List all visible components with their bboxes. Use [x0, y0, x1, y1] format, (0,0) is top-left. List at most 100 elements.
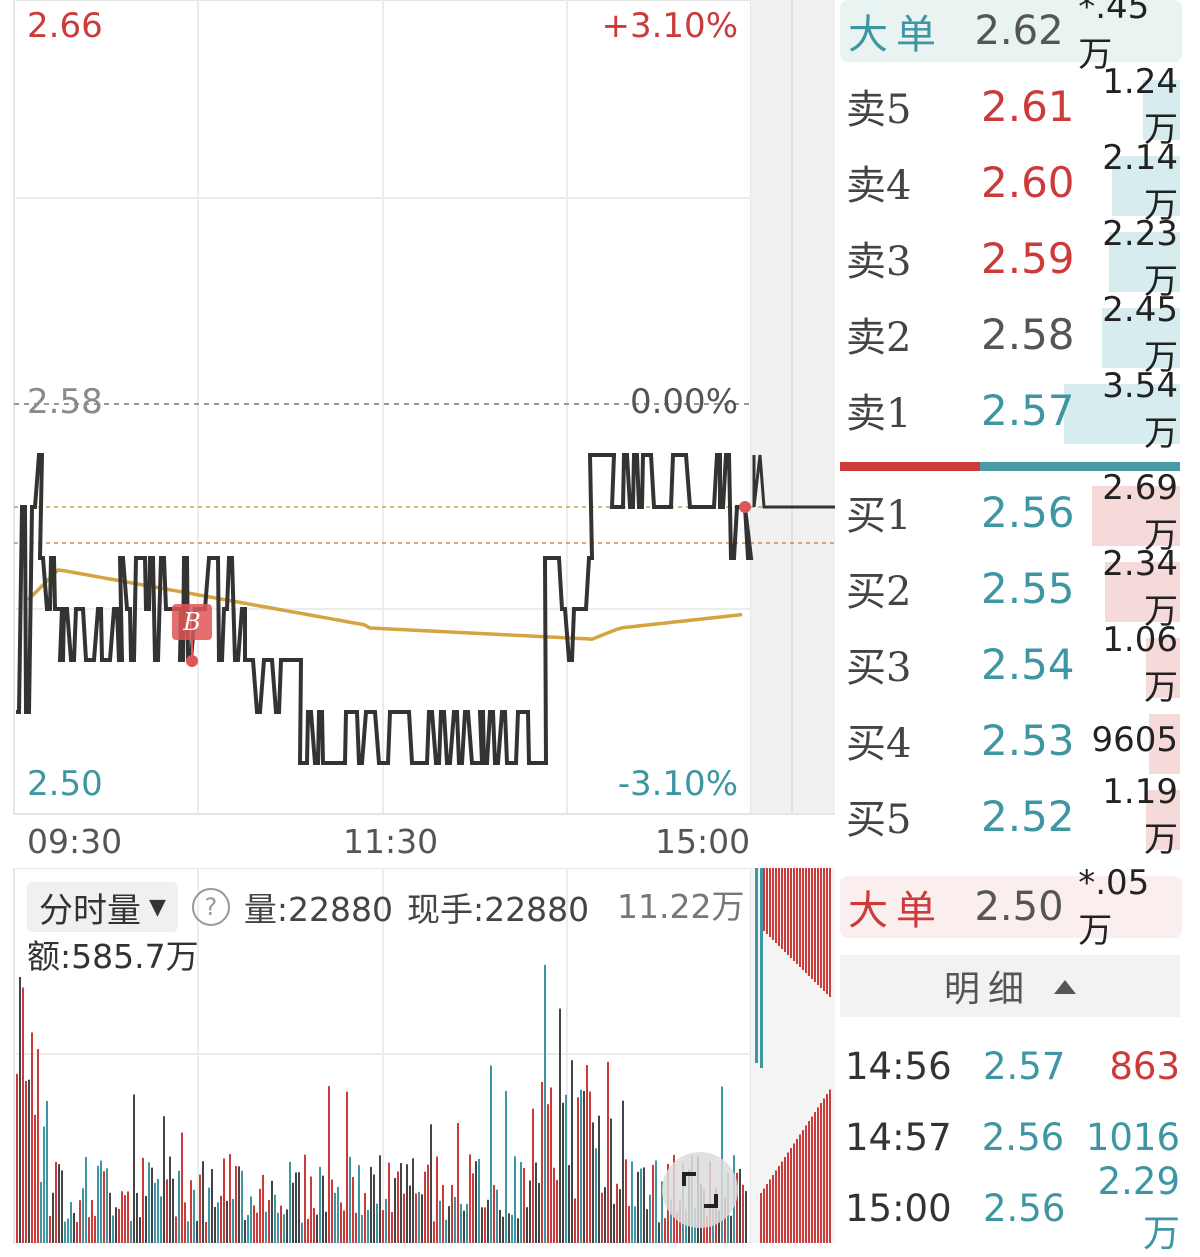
tick-volume: 2.29万 [1097, 1159, 1180, 1255]
ask-volume: 1.24万 [1102, 61, 1178, 150]
big-sell-order[interactable]: 大单 2.62 *.45万 [840, 0, 1182, 75]
ask-row-2[interactable]: 卖4 2.60 2.14万 [840, 138, 1180, 226]
bid-row-2[interactable]: 买2 2.55 2.34万 [840, 544, 1180, 632]
big-sell-price: 2.62 [974, 8, 1064, 54]
tick-time: 15:00 [845, 1186, 952, 1230]
bid-price: 2.52 [981, 791, 1075, 841]
bid-volume-bar [1149, 714, 1180, 774]
ask-volume-bar [1143, 80, 1180, 140]
volume-max-label: 11.22万 [617, 887, 745, 926]
ask-volume: 3.54万 [1102, 365, 1178, 454]
ask-volume-bar [1112, 156, 1180, 216]
bid-volume: 2.34万 [1102, 543, 1178, 632]
help-icon[interactable]: ? [191, 888, 230, 926]
bid-volume-bar [1092, 486, 1180, 546]
ask-row-5[interactable]: 卖1 2.57 3.54万 [840, 366, 1180, 454]
ask-volume: 2.45万 [1102, 289, 1178, 378]
tick-time: 14:57 [845, 1115, 952, 1159]
trade-marker-label: B [182, 608, 201, 636]
fullscreen-icon [682, 1172, 718, 1208]
ask-label: 卖1 [846, 391, 912, 437]
pct-high-label: +3.10% [601, 6, 739, 46]
tick-volume: 863 [1109, 1044, 1180, 1088]
ref-price-label: 2.58 [27, 382, 103, 422]
bid-price: 2.53 [981, 715, 1075, 765]
bid-volume: 1.06万 [1102, 619, 1178, 708]
split-bar-buy [980, 462, 1180, 471]
trade-marker-b[interactable]: B [172, 604, 212, 667]
price-line [16, 453, 754, 765]
tick-row[interactable]: 14:56 2.57 863 [845, 1036, 1180, 1096]
big-buy-price: 2.50 [974, 884, 1064, 930]
tick-row[interactable]: 14:57 2.56 1016 [845, 1107, 1180, 1167]
ask-price: 2.58 [981, 309, 1075, 359]
tick-price: 2.56 [983, 1186, 1066, 1230]
volume-chart[interactable] [0, 868, 835, 1243]
bid-label: 买4 [846, 721, 912, 767]
bid-row-1[interactable]: 买1 2.56 2.69万 [840, 468, 1180, 556]
ask-price: 2.61 [981, 81, 1075, 131]
ask-label: 卖5 [846, 87, 912, 133]
amount-text: 额:585.7万 [27, 937, 199, 976]
ask-volume: 2.14万 [1102, 137, 1178, 226]
price-low-label: 2.50 [27, 764, 103, 804]
ask-row-3[interactable]: 卖3 2.59 2.23万 [840, 214, 1180, 302]
bid-price: 2.55 [981, 563, 1075, 613]
big-buy-order[interactable]: 大单 2.50 *.05万 [840, 863, 1182, 951]
volume-type-dropdown[interactable]: 分时量 ▼ [27, 882, 178, 932]
ask-volume-bar [1064, 384, 1180, 444]
big-sell-volume: *.45万 [1078, 0, 1150, 75]
split-bar-sell [840, 462, 980, 471]
bid-price: 2.54 [981, 639, 1075, 689]
bid-volume: 9605 [1091, 720, 1178, 760]
price-grid [13, 0, 835, 815]
tick-volume: 1016 [1085, 1115, 1180, 1159]
details-title: 明细 [943, 969, 1032, 1010]
bid-volume: 2.69万 [1102, 467, 1178, 556]
bid-price: 2.56 [981, 487, 1075, 537]
ask-price: 2.60 [981, 157, 1075, 207]
tick-time: 14:56 [845, 1044, 952, 1088]
volume-type-label: 分时量 [39, 890, 141, 931]
volume-bars [16, 868, 831, 1243]
fullscreen-button[interactable] [662, 1152, 738, 1228]
details-toggle[interactable]: 明细 [840, 955, 1180, 1017]
volume-text: 量:22880 [243, 890, 394, 929]
bid-label: 买2 [846, 569, 912, 615]
bid-volume: 1.19万 [1102, 771, 1178, 860]
bid-row-3[interactable]: 买3 2.54 1.06万 [840, 620, 1180, 708]
ask-volume: 2.23万 [1102, 213, 1178, 302]
ask-volume-bar [1102, 308, 1180, 368]
time-label-open: 09:30 [27, 822, 123, 861]
bid-label: 买1 [846, 493, 912, 539]
ask-price: 2.59 [981, 233, 1075, 283]
current-hand-text: 现手:22880 [407, 890, 590, 929]
ask-volume-bar [1109, 232, 1180, 292]
pct-low-label: -3.10% [617, 764, 738, 804]
big-buy-volume: *.05万 [1078, 862, 1150, 951]
ref-pct-label: 0.00% [629, 382, 738, 422]
last-price-dot [739, 501, 751, 513]
price-high-label: 2.66 [27, 6, 103, 46]
bid-label: 买3 [846, 645, 912, 691]
after-hours-line [752, 454, 835, 509]
time-label-close: 15:00 [655, 822, 751, 861]
ask-label: 卖3 [846, 239, 912, 285]
bid-row-4[interactable]: 买4 2.53 9605 [840, 706, 1180, 774]
ask-row-4[interactable]: 卖2 2.58 2.45万 [840, 290, 1180, 378]
ask-label: 卖2 [846, 315, 912, 361]
bid-label: 买5 [846, 797, 912, 843]
bid-row-5[interactable]: 买5 2.52 1.19万 [840, 772, 1180, 860]
time-label-midday: 11:30 [343, 822, 439, 861]
volume-panel-header: 分时量 ▼ ? 量:22880 现手:22880 [27, 882, 589, 932]
caret-down-icon: ▼ [149, 894, 166, 920]
ask-row-1[interactable]: 卖5 2.61 1.24万 [840, 62, 1180, 150]
intraday-price-chart[interactable]: B [0, 0, 835, 818]
tick-row[interactable]: 15:00 2.56 2.29万 [845, 1160, 1180, 1255]
bid-volume-bar [1146, 790, 1180, 850]
big-sell-label: 大单 [848, 12, 944, 58]
tick-price: 2.56 [981, 1115, 1065, 1159]
ask-price: 2.57 [981, 385, 1075, 435]
ask-label: 卖4 [846, 163, 912, 209]
bid-volume-bar [1146, 638, 1180, 698]
